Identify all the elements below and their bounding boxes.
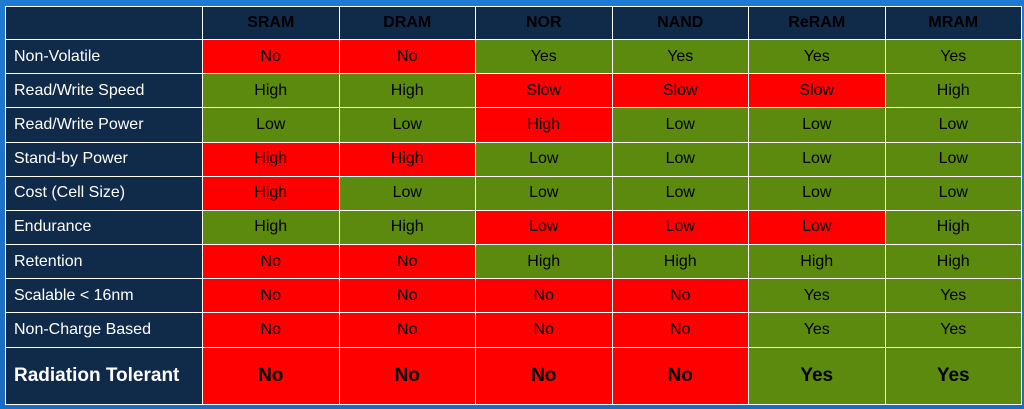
table-cell: Low [475,141,613,177]
table-cell: Low [748,141,886,177]
table-cell: No [338,346,476,406]
table-cell: No [202,244,340,280]
table-cell: Slow [748,73,886,109]
table-cell: Yes [884,312,1022,348]
row-label: Read/Write Power [5,107,203,143]
table-cell: Low [611,141,749,177]
column-header-mram: MRAM [884,6,1022,40]
column-header-reram: ReRAM [748,6,886,40]
table-cell: High [202,73,340,109]
table-cell: No [202,278,340,314]
table-row: Retention No No High High High High [5,244,1022,280]
table-cell: Low [475,175,613,211]
row-label: Endurance [5,209,203,246]
table-cell: Yes [611,38,749,75]
table-cell: High [202,141,340,177]
table-cell: Low [748,107,886,143]
table-cell: Low [338,107,476,143]
table-row: Non-Charge Based No No No No Yes Yes [5,312,1022,348]
table-row: Scalable < 16nm No No No No Yes Yes [5,278,1022,314]
table-cell: Low [475,209,613,246]
table-cell: High [611,244,749,280]
table-cell: No [202,38,340,75]
row-label: Retention [5,244,203,280]
table-cell: Low [338,175,476,211]
table-cell: High [202,175,340,211]
table-cell: No [202,346,340,406]
header-corner-cell [5,6,203,40]
table-row: Read/Write Speed High High Slow Slow Slo… [5,73,1022,109]
table-cell: High [884,73,1022,109]
table-cell: Low [884,141,1022,177]
table-cell: Low [202,107,340,143]
row-label: Read/Write Speed [5,73,203,109]
table-cell: High [338,73,476,109]
table-cell: Low [748,209,886,246]
table-row: Endurance High High Low Low Low High [5,209,1022,246]
table-cell: Low [611,175,749,211]
table-cell: High [202,209,340,246]
table-cell: Yes [748,38,886,75]
table-cell: No [475,312,613,348]
row-label: Cost (Cell Size) [5,175,203,211]
column-header-nand: NAND [611,6,749,40]
table-cell: No [611,346,749,406]
table-cell: No [338,312,476,348]
row-label: Radiation Tolerant [5,346,203,406]
table-cell: High [475,244,613,280]
table-cell: Low [884,107,1022,143]
table-cell: Yes [884,346,1022,406]
table-cell: No [202,312,340,348]
table-cell: No [338,244,476,280]
table-cell: No [611,278,749,314]
table-cell: High [338,141,476,177]
table-cell: High [884,209,1022,246]
table-cell: High [748,244,886,280]
row-label: Non-Volatile [5,38,203,75]
row-label: Stand-by Power [5,141,203,177]
table-cell: Low [611,107,749,143]
table-cell: High [884,244,1022,280]
table-cell: Low [884,175,1022,211]
table-cell: Yes [475,38,613,75]
table-row: Cost (Cell Size) High Low Low Low Low Lo… [5,175,1022,211]
table-cell: No [338,278,476,314]
table-cell: No [611,312,749,348]
table-cell: High [475,107,613,143]
table-cell: No [475,278,613,314]
row-label: Non-Charge Based [5,312,203,348]
table-cell: Yes [748,346,886,406]
table-cell: No [475,346,613,406]
column-header-sram: SRAM [202,6,340,40]
table-cell: Yes [748,278,886,314]
table-cell: High [338,209,476,246]
table-cell: Yes [748,312,886,348]
row-label: Scalable < 16nm [5,278,203,314]
table-row: Radiation Tolerant No No No No Yes Yes [5,346,1022,406]
table-cell: Slow [611,73,749,109]
header-row: SRAM DRAM NOR NAND ReRAM MRAM [5,6,1022,40]
table-cell: Low [748,175,886,211]
column-header-dram: DRAM [338,6,476,40]
table-cell: Yes [884,38,1022,75]
table-cell: Yes [884,278,1022,314]
table-row: Stand-by Power High High Low Low Low Low [5,141,1022,177]
column-header-nor: NOR [475,6,613,40]
table-cell: No [338,38,476,75]
table-row: Read/Write Power Low Low High Low Low Lo… [5,107,1022,143]
table-cell: Low [611,209,749,246]
memory-comparison-table: SRAM DRAM NOR NAND ReRAM MRAM Non-Volati… [5,6,1022,406]
table-row: Non-Volatile No No Yes Yes Yes Yes [5,38,1022,75]
table-cell: Slow [475,73,613,109]
